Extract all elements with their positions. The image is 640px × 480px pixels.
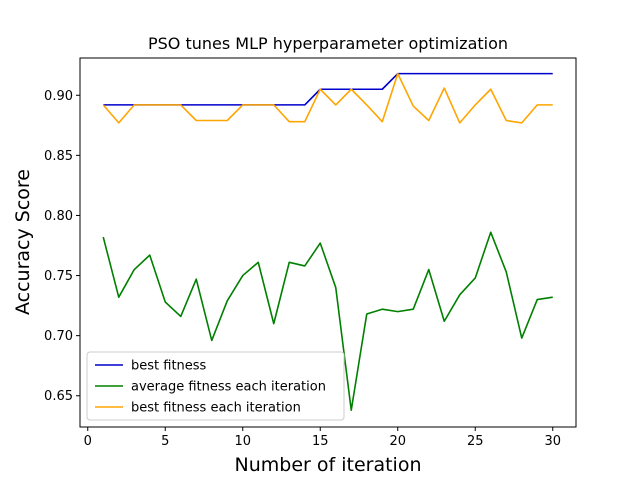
chart-title: PSO tunes MLP hyperparameter optimizatio…: [148, 34, 508, 53]
series-line-3: [102, 72, 553, 124]
legend-label-3: best fitness each iteration: [131, 401, 301, 416]
x-tick-label: 25: [467, 434, 484, 449]
legend-label-2: average fitness each iteration: [131, 380, 326, 395]
x-tick-label: 15: [312, 434, 329, 449]
legend-box: [86, 351, 345, 421]
legend: best fitness average fitness each iterati…: [86, 351, 345, 421]
y-tick-label: 0.75: [44, 269, 73, 284]
y-tick-label: 0.80: [44, 209, 73, 224]
x-tick-label: 20: [389, 434, 406, 449]
legend-label-1: best fitness: [131, 359, 207, 374]
x-tick-label: 5: [161, 434, 169, 449]
x-tick-label: 30: [544, 434, 561, 449]
axes-layer: 0 5 10 15 20 25 30 0.65 0.70 0.75 0.80 0.85 0.90: [44, 57, 577, 449]
x-tick-label: 10: [234, 434, 251, 449]
x-tick-label: 0: [84, 434, 92, 449]
x-axis-label: Number of iteration: [235, 454, 422, 476]
series-line-2: [102, 231, 553, 411]
series-layer: [102, 72, 553, 411]
axes-frame: [79, 57, 577, 428]
y-tick-label: 0.65: [44, 389, 73, 404]
y-tick-label: 0.85: [44, 149, 73, 164]
y-tick-label: 0.70: [44, 329, 73, 344]
y-axis-label: Accuracy Score: [12, 169, 34, 315]
y-tick-label: 0.90: [44, 89, 73, 104]
